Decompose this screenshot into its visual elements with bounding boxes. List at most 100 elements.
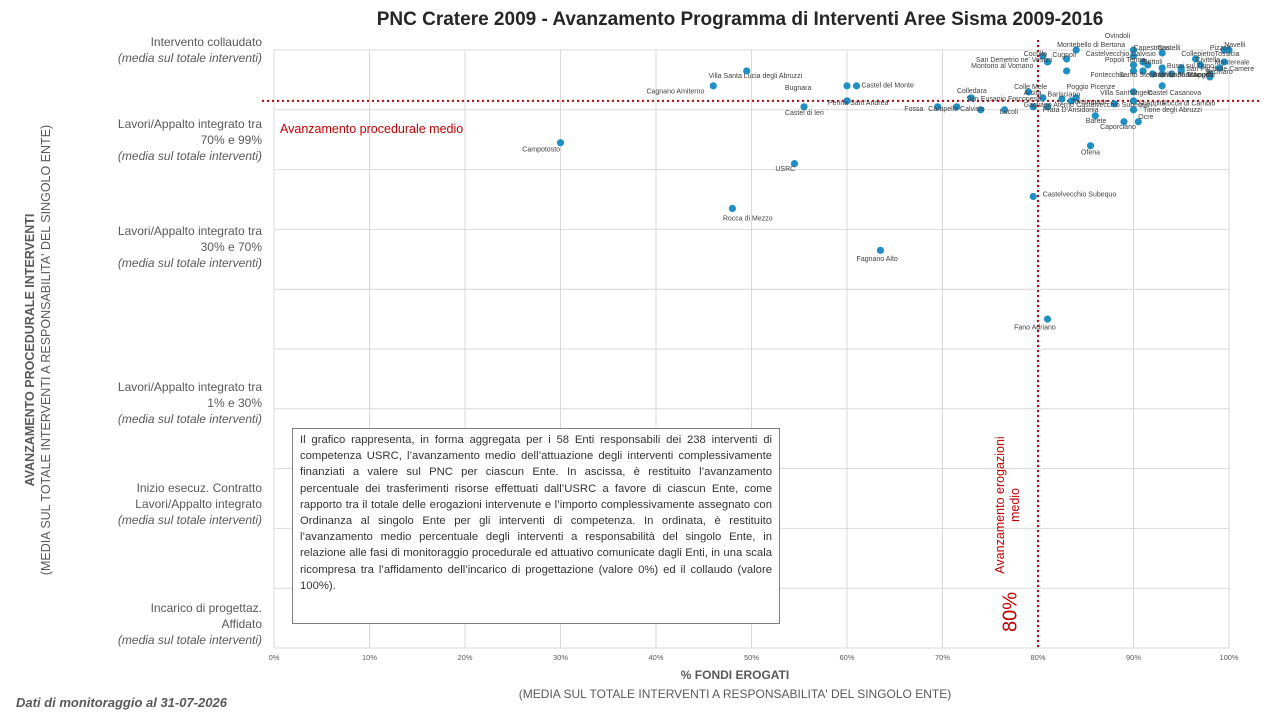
y-axis-title: AVANZAMENTO PROCEDURALE INTERVENTI (MEDI… <box>22 90 54 610</box>
point-label: Villa Sant'Angelo <box>1100 90 1153 97</box>
data-point <box>1177 67 1185 75</box>
y-level-label-main: Incarico di progettaz. Affidato <box>150 601 262 632</box>
point-label: San Pio delle Camere <box>1186 66 1254 73</box>
data-point <box>1024 88 1033 96</box>
point-label: Montereale <box>1215 59 1250 66</box>
point-label: Castel Casanova <box>1148 90 1201 97</box>
y-level-label-main: Inizio esecuz. Contratto Lavori/Appalto … <box>135 481 262 512</box>
data-point <box>977 106 985 114</box>
y-level-label: Lavori/Appalto integrato tra 30% e 70% (m… <box>112 223 262 271</box>
y-level-label-sub: (media sul totale interventi) <box>117 411 262 426</box>
point-label: Castel del Monte <box>861 83 914 90</box>
y-level-label-main: Lavori/Appalto integrato tra 1% e 30% <box>117 379 262 410</box>
grid <box>273 49 1230 649</box>
point-label: Rocca di Mezzo <box>723 215 773 222</box>
data-point <box>1039 94 1047 102</box>
data-point <box>953 103 961 111</box>
data-point <box>1129 88 1138 96</box>
data-point <box>1129 106 1138 114</box>
point-label: Popoli Terme <box>1105 57 1146 64</box>
point-label: Lucoli <box>1000 109 1019 116</box>
y-axis-title-sub: (MEDIA SUL TOTALE INTERVENTI A RESPONSAB… <box>39 124 53 576</box>
data-point <box>1129 61 1138 69</box>
x-tick-label: 90% <box>1126 653 1141 662</box>
point-label: Tione degli Abruzzi <box>1143 107 1202 114</box>
data-point <box>1043 58 1052 66</box>
point-label: Scoppito <box>1138 101 1165 108</box>
data-point <box>728 204 737 213</box>
point-label: Santo Stefano <box>1119 72 1163 79</box>
data-point <box>1196 61 1204 69</box>
point-label: Brittoli <box>1143 59 1163 66</box>
data-point <box>743 67 751 75</box>
data-point <box>843 97 851 105</box>
point-label: Barisciano Mac <box>1153 72 1201 79</box>
point-label: Castelvecchio Subequo <box>1043 192 1117 199</box>
y-axis-title-main: AVANZAMENTO PROCEDURALE INTERVENTI <box>23 213 37 487</box>
point-label: Arsita <box>1024 90 1042 97</box>
data-point <box>1063 67 1071 75</box>
x-tick-label: 50% <box>744 653 759 662</box>
y-level-label-main: Lavori/Appalto integrato tra 70% e 99% <box>117 116 262 147</box>
point-label: Montebello di Bertona <box>1057 42 1125 49</box>
data-point <box>1139 67 1147 75</box>
y-level-label: Lavori/Appalto integrato tra 70% e 99% (m… <box>112 116 262 164</box>
point-label: Montorio al Vomano <box>971 63 1033 70</box>
point-label: Colle Mele <box>1014 84 1047 91</box>
point-label: Villa Sant'Angelo <box>1162 72 1215 79</box>
data-point <box>1091 112 1099 120</box>
data-point <box>1134 118 1142 126</box>
point-label: Ovindoli <box>1105 33 1131 40</box>
point-label: Fontecchio <box>1091 72 1125 79</box>
data-point <box>967 94 975 102</box>
data-point <box>1110 100 1118 108</box>
point-label: Fagnano Alto <box>857 256 898 263</box>
x-tick-label: 70% <box>935 653 950 662</box>
point-label: Capestrano <box>1134 45 1170 52</box>
x-tick-labels: 0% 10% 20% 30% 40% 50% 60% 70% 80% 90% 100% <box>269 653 1239 662</box>
x-tick-label: 0% <box>269 653 280 662</box>
point-label: Tossicia <box>1215 51 1240 58</box>
data-points <box>556 46 1233 323</box>
point-label: Collepietro <box>1181 51 1215 58</box>
point-label: Ofena <box>1081 150 1100 157</box>
point-label: Barete <box>1086 118 1107 125</box>
x-axis-title: % FONDI EROGATI <box>680 668 790 682</box>
point-label: Cagnano Amiterno <box>646 89 704 96</box>
data-point <box>1144 61 1152 69</box>
data-point <box>1225 46 1233 54</box>
x-tick-label: 20% <box>457 653 472 662</box>
data-point <box>1029 103 1037 111</box>
point-label: Caporciano <box>1100 124 1136 131</box>
data-point <box>1206 73 1214 81</box>
x-tick-label: 40% <box>648 653 663 662</box>
data-point <box>709 82 717 90</box>
point-label: Campotosto <box>522 147 560 154</box>
x-tick-label: 60% <box>839 653 854 662</box>
y-level-label-sub: (media sul totale interventi) <box>117 256 262 271</box>
y-level-label-sub: (media sul totale interventi) <box>117 148 262 163</box>
data-point <box>1043 315 1052 323</box>
data-point <box>1000 106 1009 114</box>
point-label: Carapelle Calvisio <box>928 106 985 113</box>
y-level-label: Inizio esecuz. Contratto Lavori/Appalto … <box>112 480 262 528</box>
point-label: Gagliano Aterno <box>1024 102 1074 109</box>
point-label: Castelvecchio Subequo <box>1076 102 1150 109</box>
data-point <box>790 160 799 168</box>
point-label: Prata D'Ansidonia <box>1043 107 1099 114</box>
data-point <box>1067 97 1076 105</box>
point-label: Scoppito <box>1186 72 1213 79</box>
point-label: Cugnoli <box>1052 52 1076 59</box>
data-point <box>1063 55 1071 63</box>
point-label: Tornimparte <box>1071 99 1108 106</box>
data-point <box>1058 95 1066 103</box>
data-point <box>1043 103 1052 111</box>
point-label: San Eusanio Forconese <box>966 96 1041 103</box>
data-point <box>1168 70 1176 78</box>
data-point <box>876 246 885 254</box>
data-point <box>1039 52 1047 60</box>
point-label: Colledara <box>957 88 987 95</box>
data-point <box>1029 192 1037 201</box>
x-tick-label: 80% <box>1030 653 1045 662</box>
